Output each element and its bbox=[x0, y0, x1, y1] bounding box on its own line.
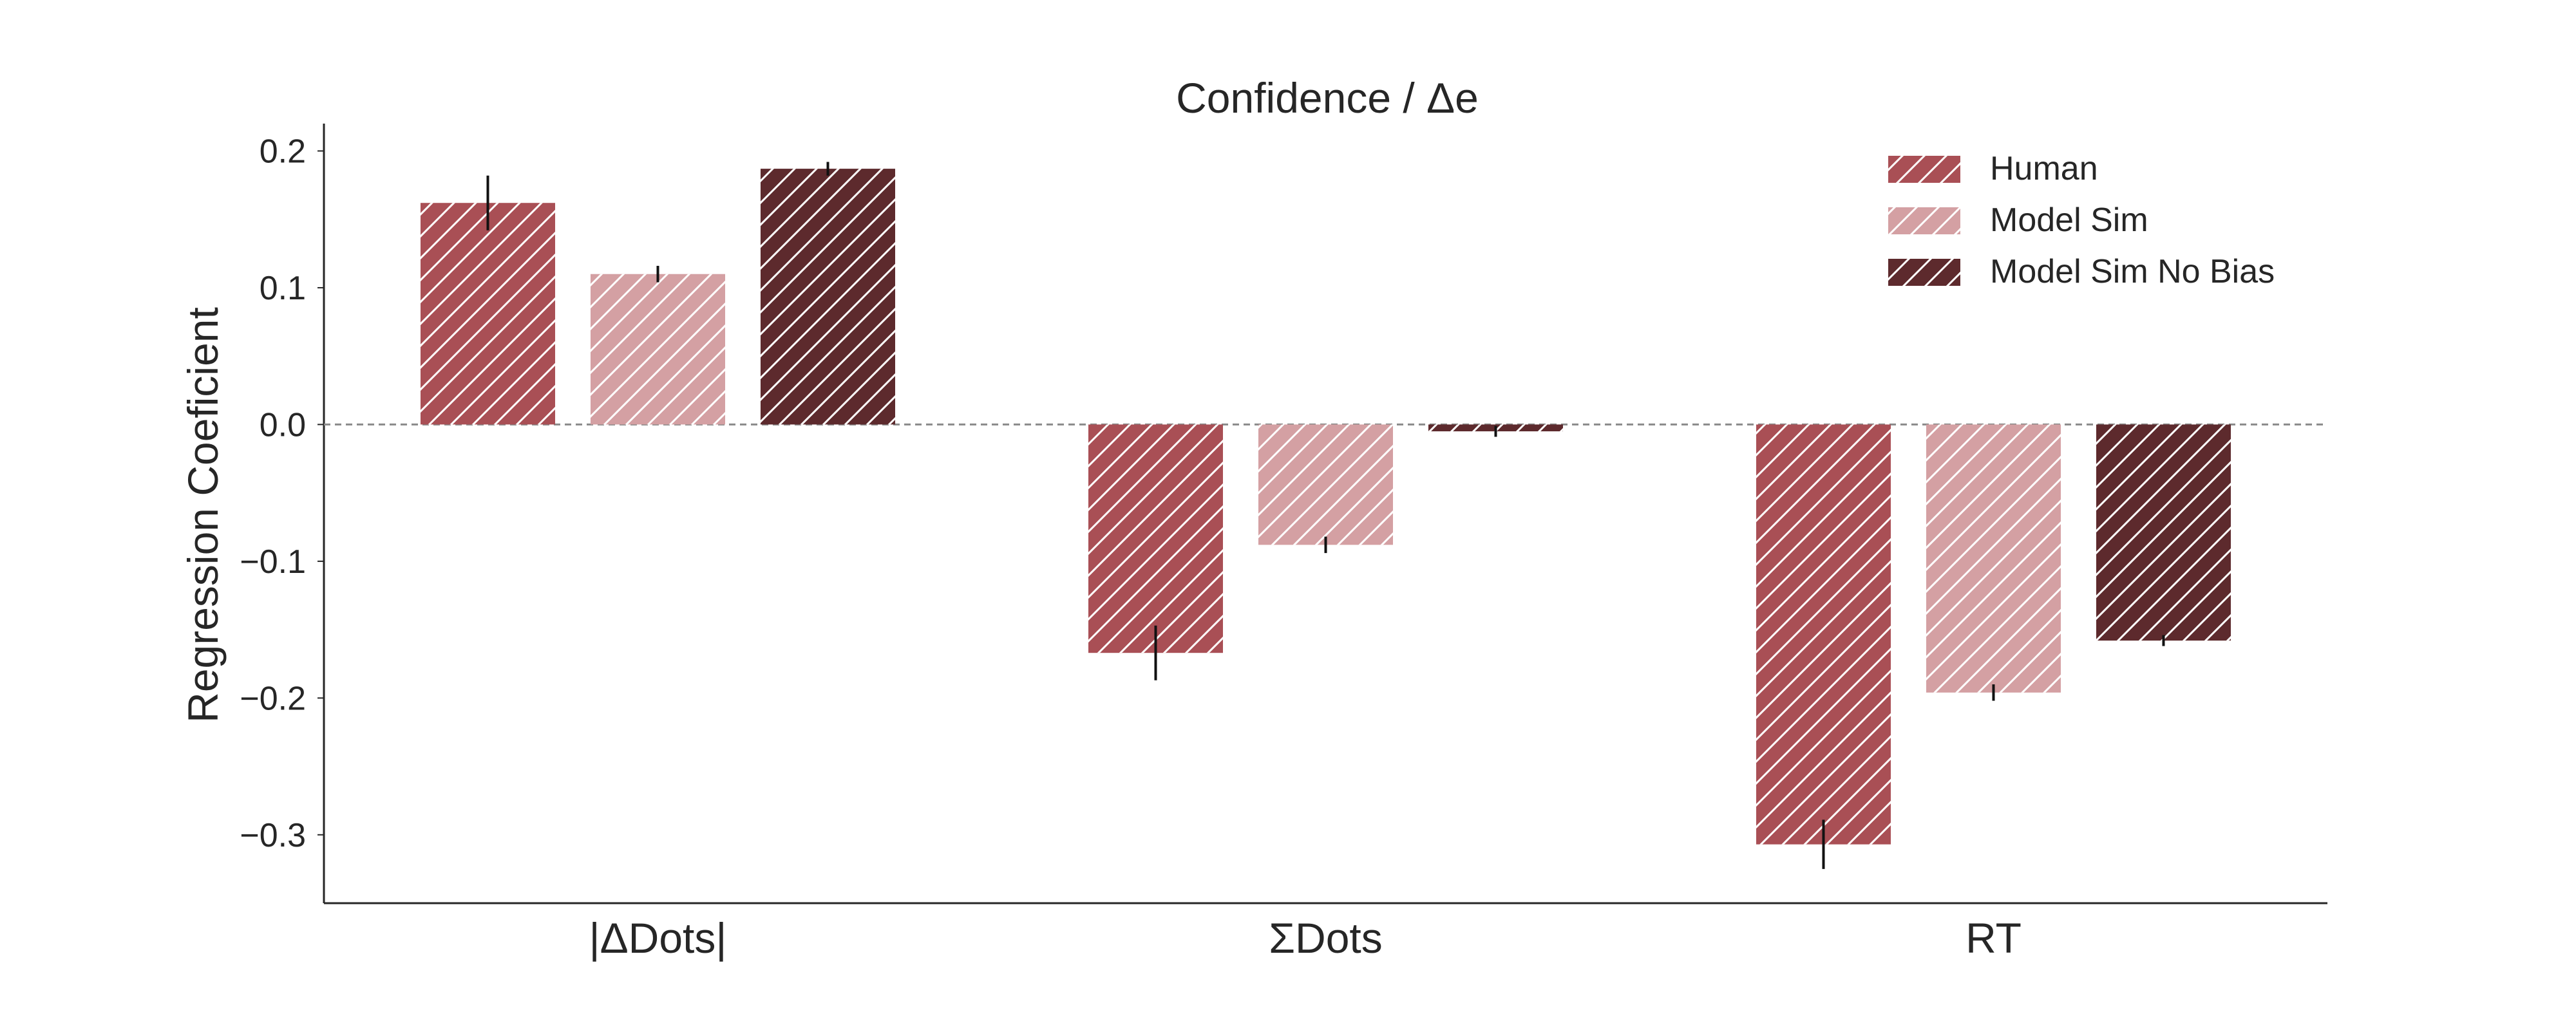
y-tick-label: 0.0 bbox=[260, 406, 306, 444]
bar-hatch bbox=[1756, 424, 1891, 845]
x-tick-label: RT bbox=[1965, 914, 2022, 962]
bar-hatch bbox=[2096, 424, 2231, 641]
y-axis-label: Regression Coeficient bbox=[179, 307, 227, 723]
plot-area: 0.2 0.1 0.0 −0.1 −0.2 −0.3 |ΔDots| ΣDots RT bbox=[240, 124, 2327, 962]
legend-label: Human bbox=[1990, 150, 2098, 187]
legend-swatch-hatch bbox=[1888, 259, 1960, 286]
x-tick-label: ΣDots bbox=[1269, 914, 1383, 962]
y-tick-label: 0.1 bbox=[260, 270, 306, 307]
y-tick-label: −0.1 bbox=[240, 543, 306, 581]
legend-swatch-hatch bbox=[1888, 207, 1960, 234]
bar-hatch bbox=[1926, 424, 2061, 693]
bar-hatch bbox=[591, 274, 725, 425]
y-tick-label: 0.2 bbox=[260, 133, 306, 170]
legend-swatch-hatch bbox=[1888, 156, 1960, 183]
x-tick-label: |ΔDots| bbox=[589, 914, 726, 962]
chart-title: Confidence / Δe bbox=[1176, 74, 1479, 122]
legend: Human Model Sim Model Sim No Bias bbox=[1888, 150, 2275, 290]
legend-label: Model Sim No Bias bbox=[1990, 253, 2275, 290]
y-tick-label: −0.2 bbox=[240, 680, 306, 717]
y-tick-label: −0.3 bbox=[240, 817, 306, 854]
bar-hatch bbox=[1088, 424, 1223, 653]
bar-hatch bbox=[1258, 424, 1393, 545]
bar-hatch bbox=[421, 203, 555, 425]
bar-hatch bbox=[761, 169, 895, 425]
legend-label: Model Sim bbox=[1990, 201, 2148, 239]
